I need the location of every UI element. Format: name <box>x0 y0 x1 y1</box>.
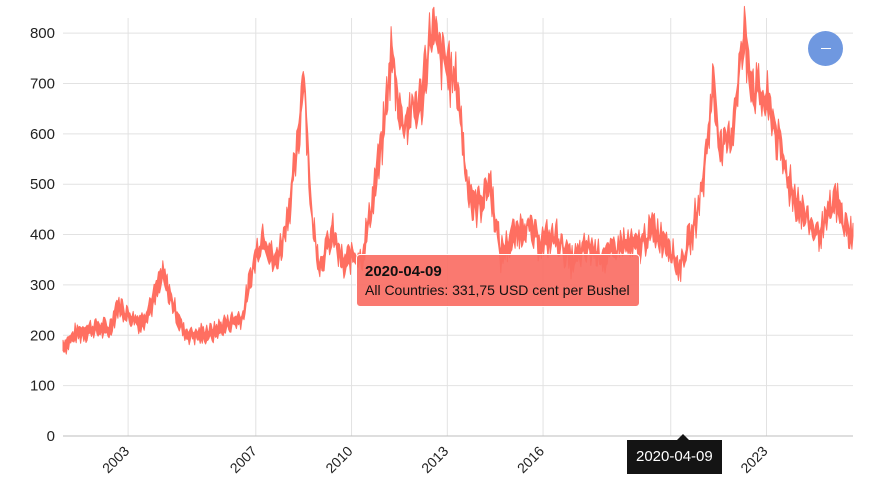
minus-icon <box>820 47 831 50</box>
x-tick-label: 2003 <box>99 443 132 476</box>
y-tick-label: 300 <box>30 277 55 294</box>
y-tick-label: 700 <box>30 75 55 92</box>
crosshair-date-label: 2020-04-09 <box>627 434 722 474</box>
x-tick-label: 2013 <box>418 443 451 476</box>
menu-button[interactable] <box>808 31 843 66</box>
y-tick-label: 500 <box>30 176 55 193</box>
tooltip-date: 2020-04-09 <box>365 263 442 280</box>
series-band <box>62 5 854 355</box>
y-tick-label: 800 <box>30 25 55 42</box>
axis-layer: 0 100 200 300 400 500 600 700 800 2003 2007 2010 201… <box>30 25 853 476</box>
x-tick-label: 2007 <box>227 443 260 476</box>
y-tick-label: 600 <box>30 126 55 143</box>
y-tick-label: 0 <box>47 428 55 445</box>
x-tick-label: 2023 <box>737 443 770 476</box>
series-layer <box>62 5 854 355</box>
data-tooltip: 2020-04-09 All Countries: 331,75 USD cen… <box>356 254 640 307</box>
x-tick-label: 2016 <box>514 443 547 476</box>
tooltip-value: All Countries: 331,75 USD cent per Bushe… <box>365 282 630 298</box>
y-tick-label: 200 <box>30 327 55 344</box>
y-tick-label: 400 <box>30 227 55 244</box>
y-tick-label: 100 <box>30 378 55 395</box>
grid-layer <box>63 18 853 437</box>
x-tick-label: 2010 <box>322 443 355 476</box>
